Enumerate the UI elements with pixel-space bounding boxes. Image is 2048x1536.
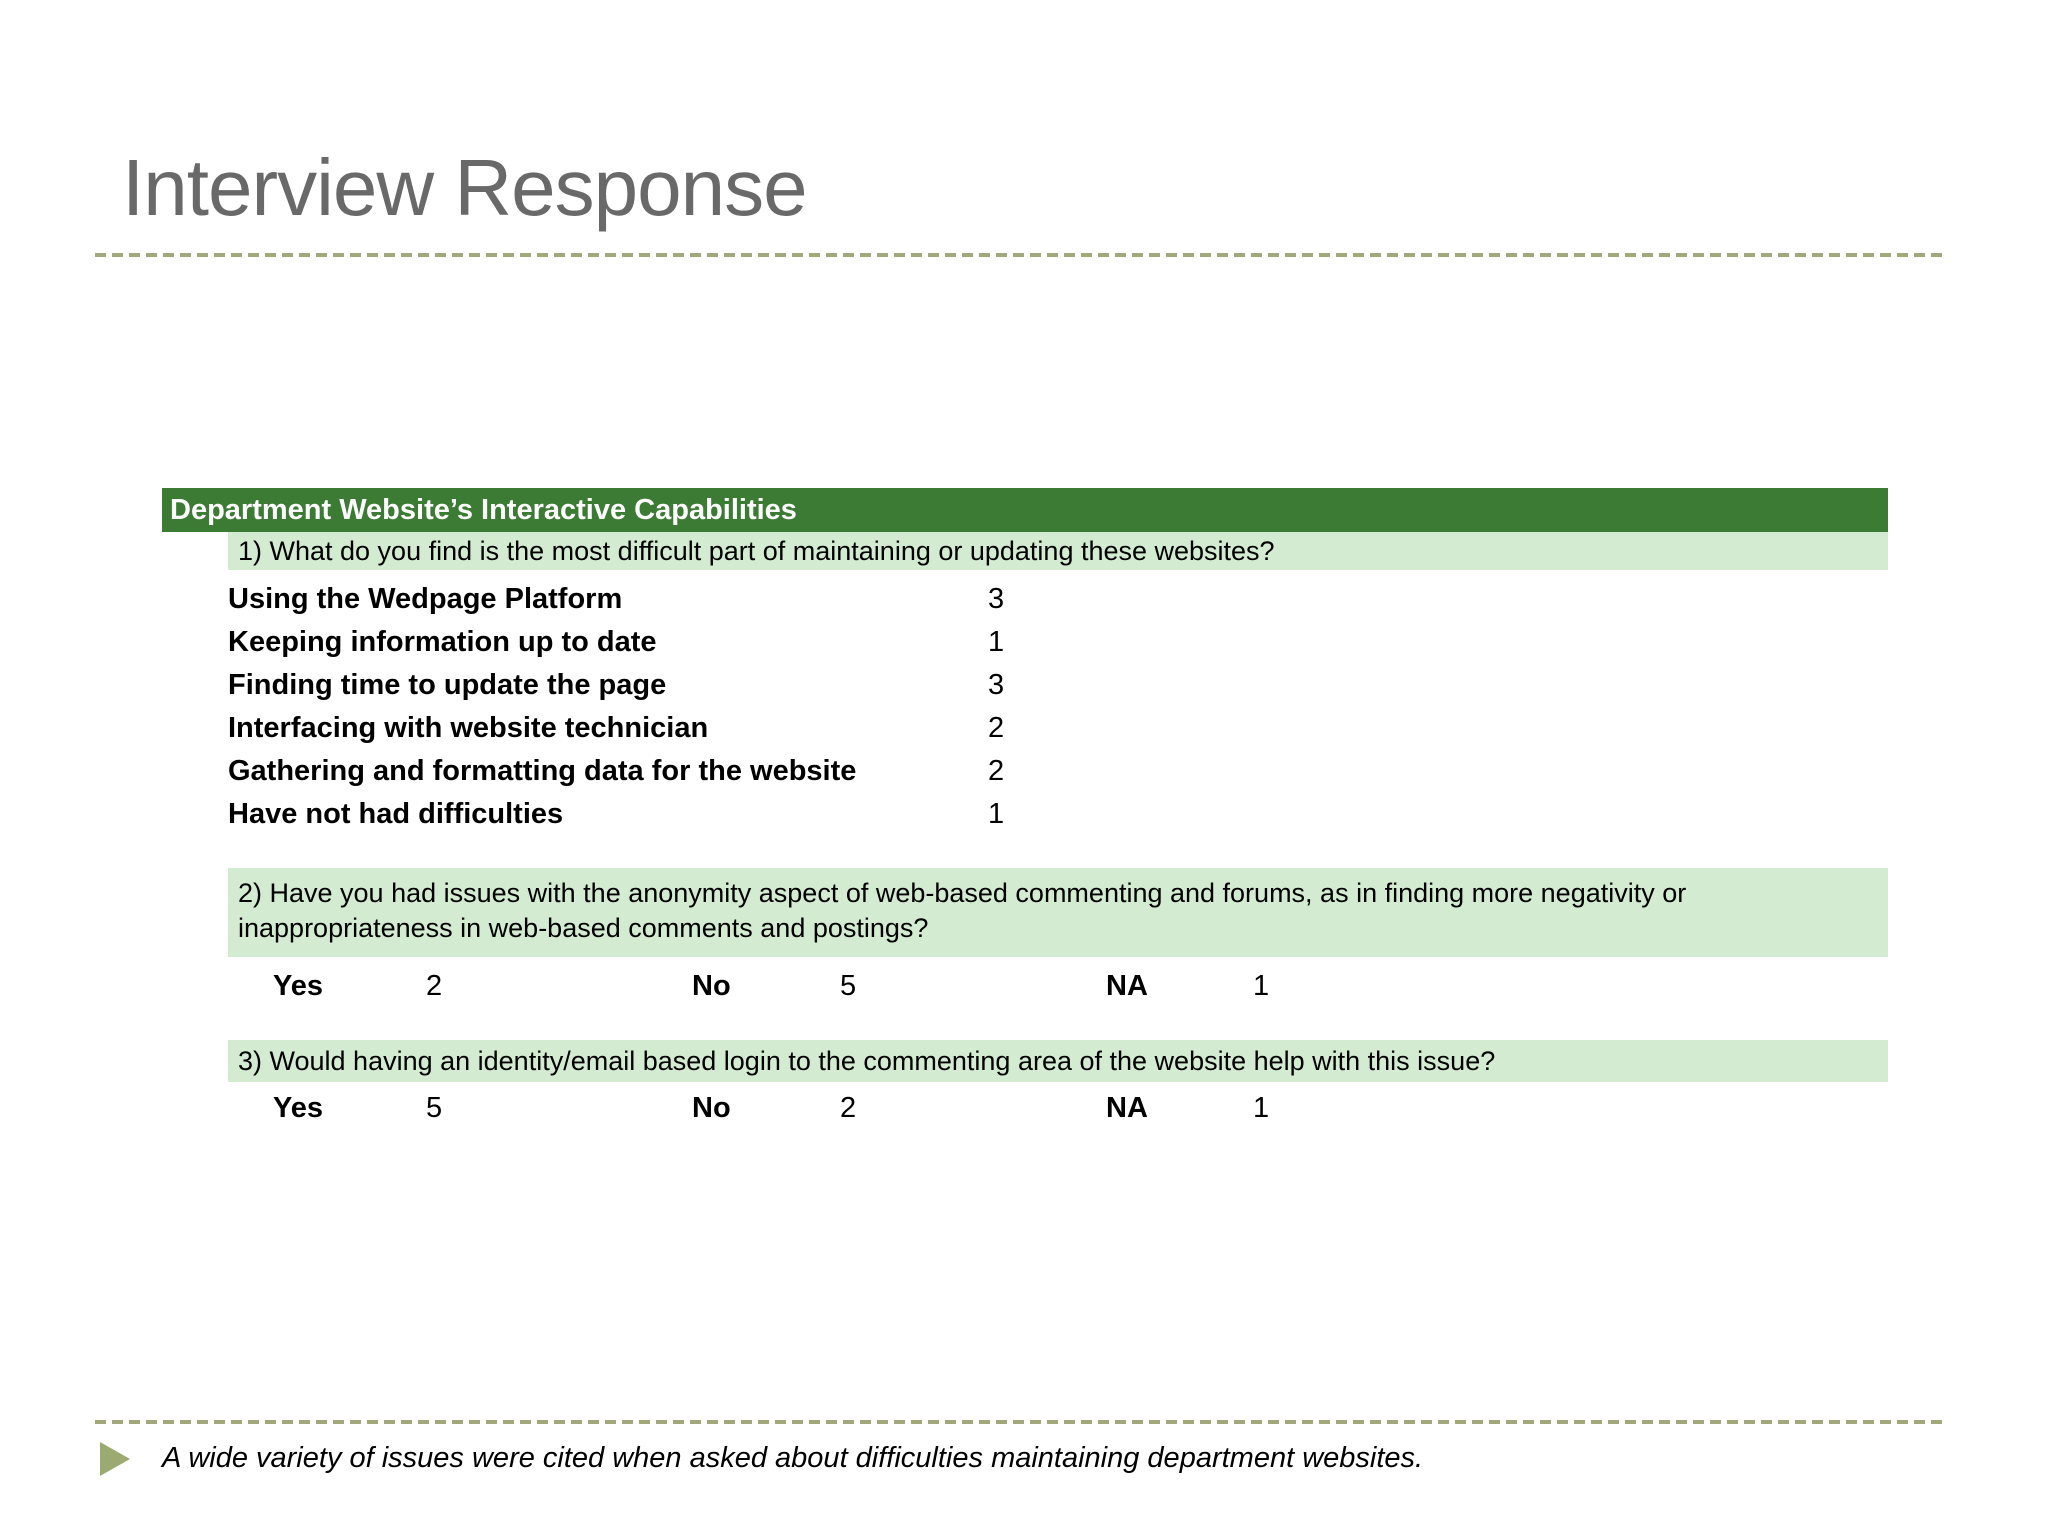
row-count: 3 (988, 583, 1005, 615)
row-count: 2 (988, 755, 1005, 787)
answer-count: 1 (1253, 1092, 1270, 1124)
row-count: 3 (988, 669, 1005, 701)
answer-label: No (692, 970, 731, 1002)
row-label: Interfacing with website technician (228, 712, 709, 744)
table-row: Keeping information up to date 1 (228, 621, 1868, 664)
row-count: 2 (988, 712, 1005, 744)
answer-label: NA (1106, 970, 1148, 1002)
answer-label: No (692, 1092, 731, 1124)
row-label: Gathering and formatting data for the we… (228, 755, 857, 787)
answer-label: NA (1106, 1092, 1148, 1124)
footer-text: A wide variety of issues were cited when… (162, 1442, 1424, 1474)
answer-count: 1 (1253, 970, 1270, 1002)
row-label: Keeping information up to date (228, 626, 657, 658)
top-divider (95, 253, 1945, 257)
bottom-divider (95, 1420, 1945, 1424)
triangle-right-icon (100, 1442, 130, 1476)
answer-count: 5 (840, 970, 857, 1002)
page-title: Interview Response (122, 143, 808, 232)
answer-count: 5 (426, 1092, 443, 1124)
row-label: Have not had difficulties (228, 798, 564, 830)
answer-count: 2 (426, 970, 443, 1002)
table-row: Gathering and formatting data for the we… (228, 750, 1868, 793)
question-3-answers: Yes 5 No 2 NA 1 (162, 1090, 1888, 1126)
row-count: 1 (988, 626, 1005, 658)
table-row: Have not had difficulties 1 (228, 793, 1868, 836)
answer-label: Yes (273, 1092, 323, 1124)
answer-label: Yes (273, 970, 323, 1002)
table-row: Finding time to update the page 3 (228, 664, 1868, 707)
table-header: Department Website’s Interactive Capabil… (162, 488, 1888, 532)
question-1-rows: Using the Wedpage Platform 3 Keeping inf… (228, 578, 1868, 836)
capabilities-table: Department Website’s Interactive Capabil… (162, 488, 1888, 1168)
row-label: Finding time to update the page (228, 669, 667, 701)
question-2: 2) Have you had issues with the anonymit… (228, 868, 1888, 957)
row-count: 1 (988, 798, 1005, 830)
answer-count: 2 (840, 1092, 857, 1124)
question-2-answers: Yes 2 No 5 NA 1 (162, 968, 1888, 1004)
table-row: Interfacing with website technician 2 (228, 707, 1868, 750)
table-row: Using the Wedpage Platform 3 (228, 578, 1868, 621)
question-1: 1) What do you find is the most difficul… (228, 532, 1888, 570)
question-3: 3) Would having an identity/email based … (228, 1040, 1888, 1082)
row-label: Using the Wedpage Platform (228, 583, 623, 615)
footer: A wide variety of issues were cited when… (100, 1440, 1900, 1500)
